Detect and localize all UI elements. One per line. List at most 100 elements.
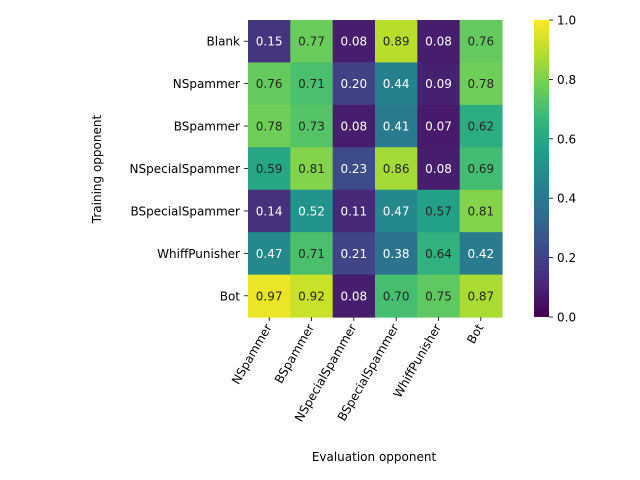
heatmap-cell	[417, 20, 461, 64]
heatmap-cell	[290, 147, 334, 191]
heatmap-cell	[417, 274, 461, 318]
cell-value-label: 0.15	[256, 35, 283, 49]
cell-value-label: 0.92	[298, 289, 325, 303]
heatmap-cell	[248, 274, 291, 318]
cell-value-label: 0.11	[340, 204, 367, 218]
heatmap-cell	[248, 104, 291, 148]
cell-value-label: 0.41	[383, 120, 410, 134]
heatmap-cell	[332, 274, 376, 318]
cell-value-label: 0.08	[340, 120, 367, 134]
cell-value-label: 0.78	[467, 77, 494, 91]
cell-value-label: 0.69	[467, 162, 494, 176]
heatmap-cell-labels: 0.15 0.77 0.08 0.89 0.08 0.76 0.76 0.71 0.20 0.44…	[256, 35, 494, 304]
colorbar-tick-label: 0.8	[557, 73, 576, 87]
heatmap-cell	[290, 189, 334, 233]
cell-value-label: 0.77	[298, 35, 325, 49]
cell-value-label: 0.62	[467, 120, 494, 134]
cell-value-label: 0.64	[425, 247, 452, 261]
cell-value-label: 0.78	[256, 120, 283, 134]
heatmap-cell	[290, 232, 334, 276]
heatmap-cell	[290, 62, 334, 106]
heatmap-cell	[417, 232, 461, 276]
cell-value-label: 0.08	[425, 162, 452, 176]
cell-value-label: 0.73	[298, 120, 325, 134]
heatmap-cell	[374, 274, 418, 318]
cell-value-label: 0.57	[425, 204, 452, 218]
cell-value-label: 0.20	[340, 77, 367, 91]
heatmap-cell	[248, 232, 291, 276]
cell-value-label: 0.47	[256, 247, 283, 261]
heatmap-cell	[248, 147, 291, 191]
cell-value-label: 0.23	[340, 162, 367, 176]
y-tick-label: NSpecialSpammer	[130, 162, 241, 176]
cell-value-label: 0.44	[383, 77, 410, 91]
cell-value-label: 0.08	[425, 35, 452, 49]
y-tick-label: BSpecialSpammer	[130, 204, 240, 218]
cell-value-label: 0.09	[425, 77, 452, 91]
heatmap-cell	[374, 62, 418, 106]
y-tick-label: BSpammer	[174, 120, 240, 134]
cell-value-label: 0.42	[467, 247, 494, 261]
cell-value-label: 0.75	[425, 289, 452, 303]
heatmap-cell	[248, 62, 291, 106]
cell-value-label: 0.71	[298, 247, 325, 261]
y-tick-label: WhiffPunisher	[157, 247, 240, 261]
heatmap-cell	[417, 104, 461, 148]
colorbar: 0.0 0.2 0.4 0.6 0.8 1.0	[534, 14, 576, 325]
colorbar-tick-label: 0.2	[557, 251, 576, 265]
cell-value-label: 0.81	[467, 204, 494, 218]
heatmap-cell	[417, 62, 461, 106]
cell-value-label: 0.59	[256, 162, 283, 176]
cell-value-label: 0.38	[383, 247, 410, 261]
heatmap-cell	[374, 189, 418, 233]
cell-value-label: 0.89	[383, 35, 410, 49]
y-tick-label: Blank	[207, 35, 241, 49]
colorbar-tick-label: 0.0	[557, 311, 576, 325]
x-tick-label: BSpammer	[272, 321, 317, 385]
heatmap-cell	[290, 104, 334, 148]
cell-value-label: 0.70	[383, 289, 410, 303]
x-tick-label: Bot	[464, 321, 486, 346]
colorbar-tick-label: 0.4	[557, 192, 576, 206]
heatmap-cell	[332, 104, 376, 148]
heatmap-cell	[459, 20, 503, 64]
cell-value-label: 0.14	[256, 204, 283, 218]
colorbar-ticks: 0.0 0.2 0.4 0.6 0.8 1.0	[549, 14, 576, 325]
colorbar-gradient	[534, 20, 549, 317]
y-axis-label: Training opponent	[90, 115, 104, 225]
cell-value-label: 0.08	[340, 289, 367, 303]
cell-value-label: 0.86	[383, 162, 410, 176]
heatmap-cell	[248, 189, 291, 233]
heatmap-cell	[459, 189, 503, 233]
heatmap-cell	[459, 274, 503, 318]
heatmap-cell	[248, 20, 291, 64]
y-tick-label: Bot	[220, 289, 241, 303]
heatmap-cell	[290, 274, 334, 318]
x-axis-ticks: NSpammerBSpammerNSpecialSpammerBSpecialS…	[229, 317, 487, 424]
heatmap-cell	[374, 20, 418, 64]
heatmap-cell	[332, 147, 376, 191]
y-axis-ticks: Blank NSpammer BSpammer NSpecialSpammer BSpe…	[130, 35, 248, 303]
heatmap-cell	[374, 104, 418, 148]
cell-value-label: 0.21	[340, 247, 367, 261]
heatmap-cell	[417, 147, 461, 191]
heatmap-cell	[332, 189, 376, 233]
x-axis-label: Evaluation opponent	[312, 450, 437, 464]
heatmap-cell	[417, 189, 461, 233]
heatmap-cell	[459, 104, 503, 148]
cell-value-label: 0.81	[298, 162, 325, 176]
cell-value-label: 0.07	[425, 120, 452, 134]
cell-value-label: 0.76	[467, 35, 494, 49]
colorbar-tick-label: 1.0	[557, 14, 576, 28]
heatmap-cell	[459, 232, 503, 276]
heatmap-cells	[248, 20, 503, 318]
heatmap-cell	[332, 20, 376, 64]
heatmap-cell	[332, 232, 376, 276]
cell-value-label: 0.47	[383, 204, 410, 218]
heatmap-cell	[374, 147, 418, 191]
cell-value-label: 0.71	[298, 77, 325, 91]
heatmap-cell	[374, 232, 418, 276]
heatmap-cell	[459, 147, 503, 191]
heatmap-cell	[332, 62, 376, 106]
